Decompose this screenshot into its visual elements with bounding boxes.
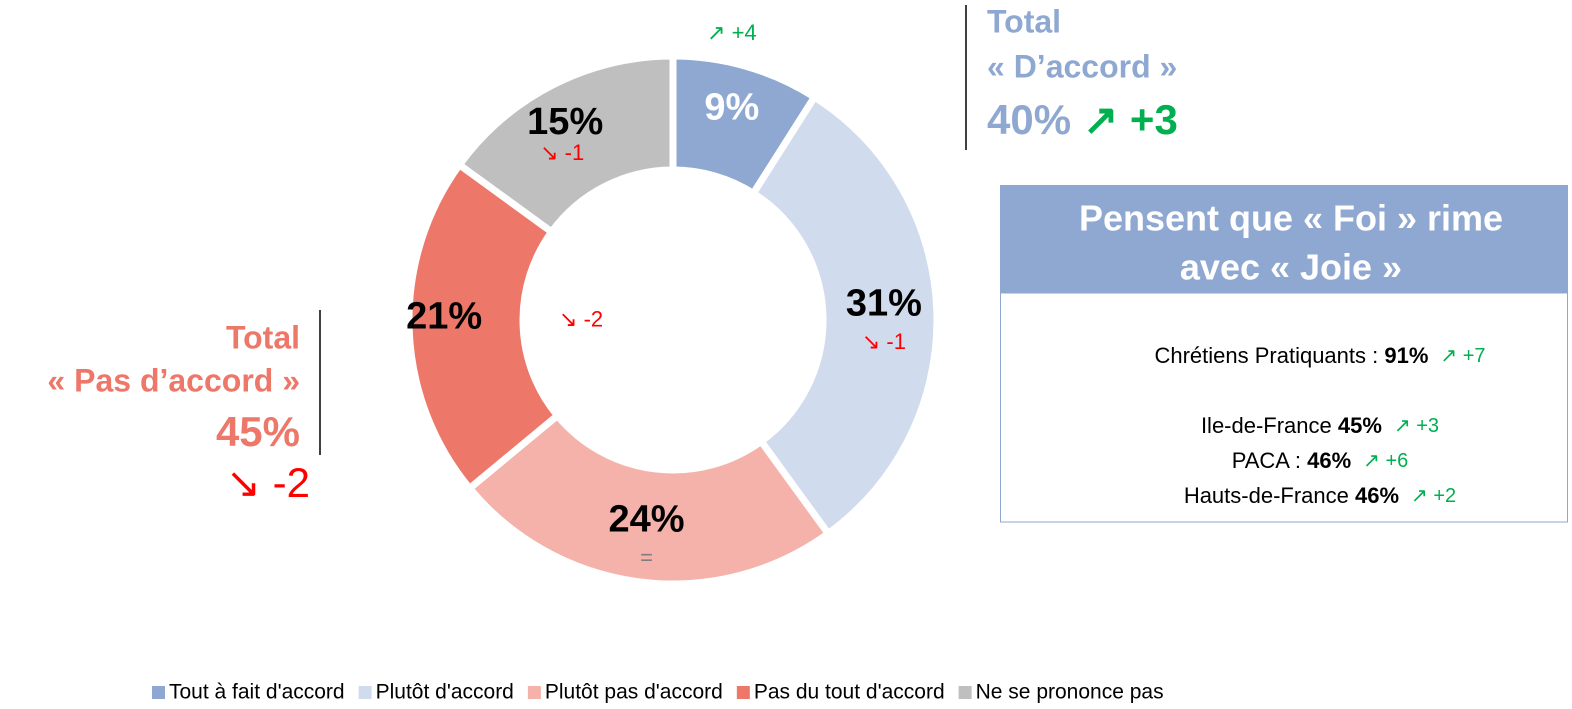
box-row-label: Ile-de-France — [1201, 413, 1338, 438]
legend-swatch — [152, 686, 165, 699]
box-row-value: 45% — [1338, 413, 1382, 438]
box-row: Chrétiens Pratiquants : 91% ↗ +7 — [1154, 343, 1485, 368]
box-row-value: 46% — [1307, 448, 1351, 473]
legend-label: Tout à fait d'accord — [169, 681, 345, 704]
legend-swatch — [736, 686, 750, 699]
box-row-label: Chrétiens Pratiquants : — [1154, 343, 1384, 368]
donut-slice — [464, 410, 834, 588]
legend-label: Pas du tout d'accord — [754, 681, 945, 704]
legend-swatch — [958, 686, 972, 699]
donut-slice — [405, 159, 563, 494]
total-agree-title: Total — [987, 3, 1061, 39]
box-row-label: Hauts-de-France — [1184, 483, 1355, 508]
box-row-label: PACA : — [1232, 448, 1307, 473]
legend-label: Ne se prononce pas — [976, 681, 1164, 704]
box-row: Ile-de-France 45% ↗ +3 — [1201, 413, 1439, 438]
total-agree-change: ↗ +3 — [1083, 96, 1178, 143]
legend-label: Plutôt d'accord — [376, 681, 514, 704]
box-header — [1000, 185, 1568, 293]
box-row-change: ↗ +2 — [1411, 485, 1456, 507]
donut-slice — [748, 92, 941, 539]
change-label: ↘ -1 — [540, 140, 584, 165]
total-disagree-value: 45% — [216, 408, 300, 455]
change-label: ↗ +4 — [707, 20, 757, 45]
total-agree-value: 40% ↗ +3 — [987, 96, 1178, 143]
total-disagree-title: Total — [226, 319, 300, 355]
total-disagree-subtitle: « Pas d’accord » — [47, 362, 300, 398]
legend-swatch — [358, 686, 372, 699]
change-label: ↘ -2 — [559, 306, 603, 331]
value-label: 15% — [527, 101, 603, 143]
box-row-change: ↗ +7 — [1440, 345, 1485, 367]
box-row-change: ↗ +3 — [1394, 415, 1439, 437]
total-agree-percent: 40% — [987, 96, 1071, 143]
total-agree-subtitle: « D’accord » — [987, 48, 1177, 84]
legend-label: Plutôt pas d'accord — [545, 681, 723, 704]
box-row-value: 91% — [1384, 343, 1428, 368]
box-row-change: ↗ +6 — [1363, 450, 1408, 472]
legend-swatch — [527, 686, 541, 699]
value-label: 9% — [704, 86, 759, 128]
change-label: = — [640, 545, 653, 570]
donut-slice — [454, 52, 677, 237]
box-row-value: 46% — [1355, 483, 1399, 508]
value-label: 21% — [406, 296, 482, 338]
box-title: Pensent que « Foi » rime — [1079, 198, 1503, 239]
value-label: 31% — [846, 282, 922, 324]
box-title: avec « Joie » — [1180, 247, 1402, 288]
box-row: Hauts-de-France 46% ↗ +2 — [1184, 483, 1456, 508]
box-body — [1000, 292, 1568, 523]
change-label: ↘ -1 — [862, 329, 906, 354]
value-label: 24% — [609, 498, 685, 540]
box-row: PACA : 46% ↗ +6 — [1232, 448, 1409, 473]
total-disagree-change: ↘ -2 — [226, 459, 310, 506]
